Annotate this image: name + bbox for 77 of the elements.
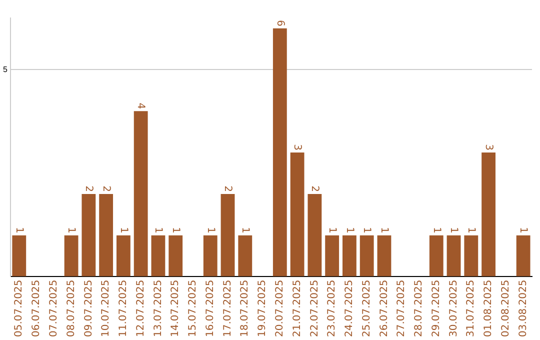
data-label: 1 [466, 226, 477, 234]
bar [134, 111, 148, 276]
x-tick-label: 03.08.2025 [518, 280, 529, 338]
data-label: 1 [448, 226, 460, 234]
data-label: 1 [14, 226, 25, 234]
bar [272, 28, 287, 276]
bar [82, 194, 96, 276]
bar [168, 235, 183, 276]
x-tick-label: 19.07.2025 [257, 280, 268, 338]
data-label: 1 [518, 226, 529, 234]
bar [446, 235, 461, 276]
x-tick-label: 06.07.2025 [31, 280, 42, 338]
bar [203, 235, 218, 276]
data-label: 2 [309, 186, 320, 192]
x-tick-label: 12.07.2025 [135, 280, 146, 338]
x-tick-label: 07.07.2025 [48, 280, 60, 338]
x-tick-label: 15.07.2025 [188, 280, 199, 338]
x-tick-label: 02.08.2025 [500, 280, 512, 338]
data-label: 2 [222, 186, 234, 192]
x-tick-label: 16.07.2025 [204, 280, 216, 338]
x-tick-label: 26.07.2025 [378, 280, 390, 338]
data-label: 4 [135, 102, 146, 110]
data-label: 1 [378, 226, 390, 234]
x-tick-label: 08.07.2025 [66, 280, 77, 338]
data-label: 6 [274, 20, 286, 26]
data-label: 1 [430, 226, 442, 234]
x-tick-label: 28.07.2025 [414, 280, 425, 338]
data-label: 3 [482, 144, 494, 151]
y-tick-label: 5 [2, 64, 8, 74]
data-label: 1 [326, 226, 338, 234]
bar [377, 235, 392, 276]
x-tick-label: 13.07.2025 [152, 280, 164, 338]
x-tick-label: 21.07.2025 [292, 280, 303, 338]
bar [308, 194, 322, 276]
bar [12, 235, 26, 276]
x-tick-label: 24.07.2025 [344, 280, 356, 338]
bar [151, 235, 166, 276]
x-tick-label: 29.07.2025 [430, 280, 442, 338]
data-label: 1 [170, 226, 182, 234]
bar [325, 235, 340, 276]
bar [220, 194, 235, 276]
x-tick-label: 27.07.2025 [396, 280, 408, 338]
x-tick-label: 05.07.2025 [14, 280, 25, 338]
data-label: 2 [100, 186, 112, 192]
bar [464, 235, 478, 276]
data-label: 3 [292, 144, 303, 151]
x-tick-label: 10.07.2025 [100, 280, 112, 338]
bar [290, 152, 304, 276]
bar [516, 235, 530, 276]
data-label: 1 [118, 226, 129, 234]
data-label: 2 [83, 186, 94, 192]
data-label: 1 [344, 226, 355, 234]
x-tick-label: 18.07.2025 [240, 280, 251, 338]
x-tick-label: 23.07.2025 [326, 280, 338, 338]
x-tick-label: 30.07.2025 [448, 280, 460, 338]
bar [64, 235, 78, 276]
data-label: 1 [66, 226, 77, 234]
bar [342, 235, 356, 276]
data-label: 1 [152, 226, 164, 234]
x-tick-label: 20.07.2025 [274, 280, 286, 338]
bar [429, 235, 444, 276]
bar [116, 235, 130, 276]
x-tick-label: 31.07.2025 [466, 280, 477, 338]
x-tick-label: 25.07.2025 [361, 280, 372, 338]
data-label: 1 [240, 226, 251, 234]
bar [238, 235, 252, 276]
data-label: 1 [204, 226, 216, 234]
x-tick-label: 01.08.2025 [483, 280, 494, 338]
bar [99, 194, 114, 276]
x-tick-label: 09.07.2025 [83, 280, 94, 338]
data-label: 1 [361, 226, 372, 234]
x-tick-label: 22.07.2025 [309, 280, 320, 338]
x-tick-label: 17.07.2025 [222, 280, 234, 338]
bar [360, 235, 374, 276]
x-tick-label: 14.07.2025 [170, 280, 182, 338]
bar [482, 152, 496, 276]
x-tick-label: 11.07.2025 [118, 280, 130, 338]
